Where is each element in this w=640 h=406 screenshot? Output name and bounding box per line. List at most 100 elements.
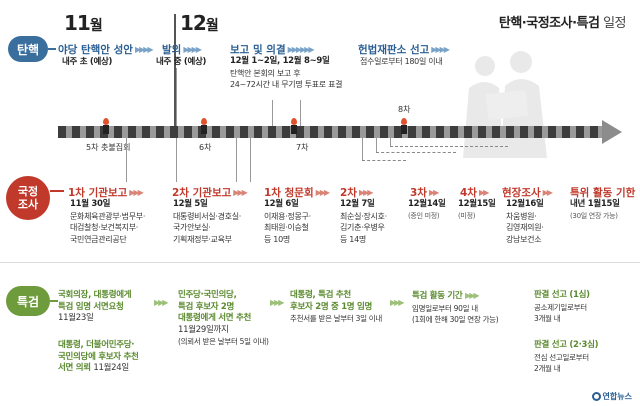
rally-label-7: 7차 (296, 143, 309, 152)
probe-drop-5 (362, 138, 363, 160)
impeach-step-draft: 야당 탄핵안 성안 ▶▶▶▶ (58, 44, 154, 56)
timeline-segment (254, 126, 262, 138)
probe-step-hearing-2: 2차 ▶▶▶ (340, 187, 374, 199)
timeline-segment (352, 126, 360, 138)
special-step-request: 국회의장, 대통령에게 특검 임명 서면요청 11월23일 (58, 290, 132, 323)
candle-icon (400, 118, 408, 134)
impeach-step-court: 헌법재판소 선고 ▶▶▶▶ (358, 44, 450, 56)
probe-step-deadline: 특위 활동 기한 (570, 187, 636, 199)
timeline-segment (58, 126, 66, 138)
probe-connector (50, 190, 64, 192)
vote-connector-1 (272, 100, 273, 126)
probe-step-hearing-4-notes: 12월15일 (미정) (458, 199, 496, 220)
vote-connector-2 (300, 100, 301, 126)
timeline-segment (562, 126, 570, 138)
special-arrow-1: ▶▶▶ (154, 298, 169, 307)
impeach-step-vote: 보고 및 의결 ▶▶▶▶▶▶ (230, 44, 315, 56)
special-step-refer: 대통령, 더불어민주당· 국민의당에 후보자 추천 서면 의뢰 11월24일 (58, 340, 139, 373)
rally-label-5: 5차 촛불집회 (86, 143, 131, 152)
category-probe-badge: 국정 조사 (6, 176, 50, 220)
probe-step-hearing-3-notes: 12월14일 (증인 미정) (408, 199, 446, 220)
timeline-segment (436, 126, 444, 138)
candle-icon (200, 118, 208, 134)
timeline-segment (282, 126, 290, 138)
probe-drop-3 (236, 138, 237, 182)
timeline-segment (170, 126, 178, 138)
category-impeach-badge: 탄핵 (8, 36, 48, 62)
probe-step-report-2: 2차 기관보고 ▶▶▶ (172, 187, 248, 199)
timeline-segment (310, 126, 318, 138)
special-step-appoint: 대통령, 특검 추천 후보자 2명 중 1명 임명 추천서를 받은 날부터 3일… (290, 290, 383, 323)
timeline-bar (58, 126, 604, 138)
timeline-segment (156, 126, 164, 138)
impeach-step-propose: 발의 ▶▶▶▶ (162, 44, 202, 56)
probe-drop-4 (250, 138, 251, 182)
timeline-segment (548, 126, 556, 138)
probe-step-hearing-4: 4차 ▶▶ (460, 187, 489, 199)
probe-step-hearing-3: 3차 ▶▶ (410, 187, 439, 199)
candle-icon (290, 118, 298, 134)
people-reading-illustration (463, 51, 547, 158)
impeach-connector (48, 48, 56, 50)
special-step-recommend: 민주당·국민의당, 특검 후보자 2명 대통령에게 서면 추천 11월29일까지… (178, 290, 269, 346)
timeline-segment (520, 126, 528, 138)
section-divider (0, 262, 640, 263)
timeline-segment (86, 126, 94, 138)
probe-drop-1 (126, 138, 127, 182)
timeline-segment (324, 126, 332, 138)
timeline-segment (240, 126, 248, 138)
rally-label-6: 6차 (199, 143, 212, 152)
probe-drop-6 (376, 138, 377, 152)
timeline-segment (394, 126, 402, 138)
timeline-segment (142, 126, 150, 138)
special-arrow-2: ▶▶▶ (270, 298, 285, 307)
probe-step-hearing-1: 1차 청문회 ▶▶▶ (264, 187, 330, 199)
special-arrow-3: ▶▶▶ (390, 298, 405, 307)
month-november: 11월 (64, 11, 103, 35)
probe-step-report-1: 1차 기관보고 ▶▶▶ (68, 187, 144, 199)
impeach-step-court-note: 접수일로부터 180일 이내 (360, 57, 443, 66)
timeline-arrowhead (602, 120, 622, 144)
special-step-ruling-1: 판결 선고 (1심) 공소제기일로부터 3개월 내 (534, 290, 590, 323)
timeline-segment (184, 126, 192, 138)
timeline-segment (114, 126, 122, 138)
impeach-step-vote-notes: 12월 1~2일, 12월 8~9일 탄핵안 본회의 보고 후 24~72시간 … (230, 56, 343, 89)
special-step-ruling-2: 판결 선고 (2·3심) 전심 선고일로부터 2개월 내 (534, 340, 599, 373)
probe-step-site-visit-notes: 12월16일 차움병원· 김영재의원· 강남보건소 (506, 199, 544, 244)
timeline-segment (212, 126, 220, 138)
probe-step-hearing-1-notes: 12월 6일 이재용·정몽구· 최태원·이승철 등 10명 (264, 199, 311, 244)
agency-logo-icon (591, 392, 601, 401)
timeline-segment (268, 126, 276, 138)
timeline-segment (576, 126, 584, 138)
probe-step-report-2-notes: 12월 5일 대통령비서실·경호실· 국가안보실· 기획재정부·교육부 (173, 199, 242, 244)
probe-link-5 (362, 160, 406, 161)
timeline-segment (296, 126, 304, 138)
month-december: 12월 (180, 11, 219, 35)
timeline-segment (506, 126, 514, 138)
timeline-segment (422, 126, 430, 138)
timeline-segment (380, 126, 388, 138)
probe-step-site-visit: 현장조사 ▶▶ (502, 187, 553, 199)
timeline-segment (338, 126, 346, 138)
special-connector (50, 300, 58, 302)
timeline-segment (226, 126, 234, 138)
guide-line-dec1 (176, 68, 177, 126)
month-divider (174, 14, 176, 126)
special-step-period: 특검 활동 기간 ▶▶▶ 임명일로부터 90일 내 (1회에 한해 30일 연장… (412, 291, 499, 324)
probe-link-7 (390, 146, 508, 147)
probe-step-hearing-2-notes: 12월 7일 최순실·장시호· 김기춘·우병우 등 14명 (340, 199, 387, 244)
timeline-segment (128, 126, 136, 138)
probe-step-deadline-notes: 내년 1월15일 (30일 연장 가능) (570, 199, 620, 220)
timeline-segment (366, 126, 374, 138)
rally-label-8: 8차 (398, 105, 411, 114)
timeline-segment (408, 126, 416, 138)
timeline-segment (492, 126, 500, 138)
timeline-segment (72, 126, 80, 138)
page-title: 탄핵·국정조사·특검 일정 (498, 16, 627, 31)
timeline-segment (450, 126, 458, 138)
candle-icon (102, 118, 110, 134)
agency-logo: 연합뉴스 (591, 391, 632, 402)
category-special-badge: 특검 (6, 286, 50, 316)
timeline-segment (590, 126, 598, 138)
probe-drop-2 (176, 138, 177, 182)
